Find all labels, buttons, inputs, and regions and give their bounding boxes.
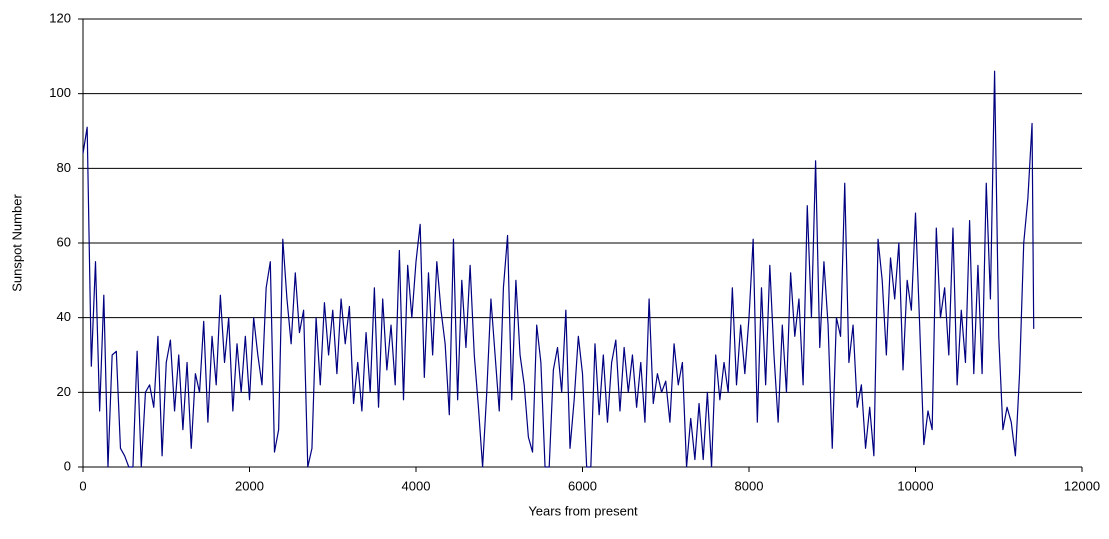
x-tick-label: 8000: [735, 478, 764, 493]
x-tick-label: 6000: [568, 478, 597, 493]
x-tick-label: 4000: [402, 478, 431, 493]
data-line: [82, 70, 1035, 468]
x-tick-label: 10000: [897, 478, 933, 493]
y-axis-title: Sunspot Number: [9, 194, 24, 292]
y-tick-label: 0: [64, 458, 71, 473]
y-tick-label: 60: [57, 234, 71, 249]
y-tick-label: 100: [49, 85, 71, 100]
x-tick-label: 0: [79, 478, 86, 493]
x-axis-title: Years from present: [528, 503, 638, 518]
x-tick-label: 12000: [1064, 478, 1100, 493]
x-tick-label: 2000: [235, 478, 264, 493]
y-tick-label: 120: [49, 10, 71, 25]
y-tick-label: 20: [57, 384, 71, 399]
y-tick-label: 40: [57, 309, 71, 324]
y-tick-label: 80: [57, 160, 71, 175]
